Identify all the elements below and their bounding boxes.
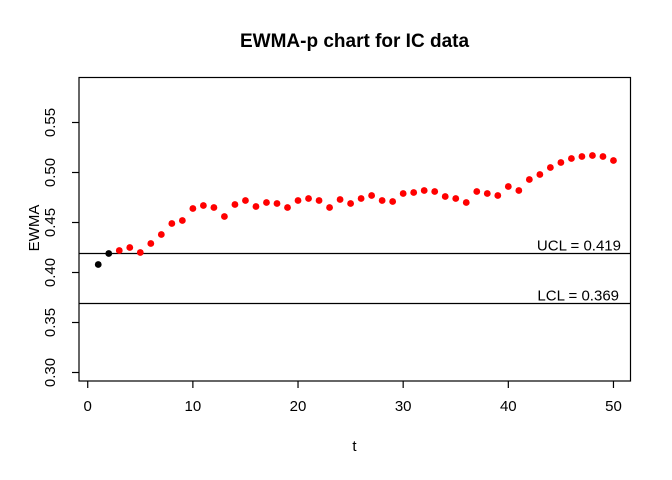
data-point xyxy=(483,190,491,197)
data-point xyxy=(94,261,102,268)
data-point xyxy=(515,187,523,194)
data-point xyxy=(115,247,123,254)
data-point xyxy=(494,192,502,199)
data-point xyxy=(242,197,249,204)
data-point xyxy=(168,220,176,227)
data-point xyxy=(504,183,512,190)
data-point xyxy=(589,152,596,159)
plot-box xyxy=(78,76,632,382)
data-point xyxy=(189,205,197,212)
data-point xyxy=(368,192,376,199)
data-point xyxy=(546,164,554,171)
y-axis-label: EWMA xyxy=(26,205,43,252)
data-point xyxy=(378,197,386,204)
y-tick-label: 0.55 xyxy=(42,108,59,137)
x-tick-label: 10 xyxy=(185,398,202,415)
ucl-label: UCL = 0.419 xyxy=(537,238,621,255)
data-point xyxy=(568,155,575,162)
data-point xyxy=(336,196,344,203)
data-point xyxy=(557,159,565,166)
data-point xyxy=(431,188,439,195)
data-point xyxy=(105,250,113,257)
x-tick-label: 20 xyxy=(290,398,307,415)
x-tick-label: 0 xyxy=(84,398,92,415)
data-point xyxy=(420,187,428,194)
data-point xyxy=(199,202,207,209)
data-point xyxy=(126,244,134,251)
plot-area: 0 10 20 30 40 50 0.30 0.35 0.40 0.45 0.50 0.55 xyxy=(42,76,632,415)
data-point xyxy=(347,200,354,207)
data-point xyxy=(263,199,270,206)
data-point xyxy=(389,198,397,205)
x-tick-label: 50 xyxy=(605,398,622,415)
data-point xyxy=(221,213,228,220)
data-point xyxy=(525,176,533,183)
data-point xyxy=(452,195,460,202)
data-point xyxy=(284,204,291,211)
chart-title: EWMA-p chart for IC data xyxy=(240,31,469,52)
data-point xyxy=(273,200,281,207)
data-point xyxy=(399,190,407,197)
x-axis-label: t xyxy=(352,438,357,455)
data-point xyxy=(441,193,449,200)
y-tick-label: 0.40 xyxy=(42,258,59,287)
data-point xyxy=(305,195,312,202)
data-point xyxy=(294,197,302,204)
data-point xyxy=(357,195,365,202)
data-point xyxy=(462,199,470,206)
data-point xyxy=(231,201,239,208)
data-point xyxy=(599,153,607,160)
data-point xyxy=(147,240,155,247)
x-tick-label: 40 xyxy=(500,398,517,415)
data-point xyxy=(326,204,333,211)
x-tick-label: 30 xyxy=(395,398,412,415)
lcl-label: LCL = 0.369 xyxy=(537,288,619,305)
y-tick-label: 0.30 xyxy=(42,358,59,387)
data-point xyxy=(536,171,544,178)
data-point xyxy=(210,204,218,211)
data-point xyxy=(410,189,418,196)
data-point xyxy=(610,157,617,164)
data-point xyxy=(178,217,186,224)
y-tick-label: 0.35 xyxy=(42,308,59,337)
data-point xyxy=(136,249,144,256)
data-point xyxy=(315,197,323,204)
data-point xyxy=(473,188,481,195)
data-point xyxy=(578,153,586,160)
data-point xyxy=(252,203,260,210)
y-tick-label: 0.45 xyxy=(42,208,59,237)
data-point xyxy=(157,231,165,238)
y-tick-label: 0.50 xyxy=(42,158,59,187)
